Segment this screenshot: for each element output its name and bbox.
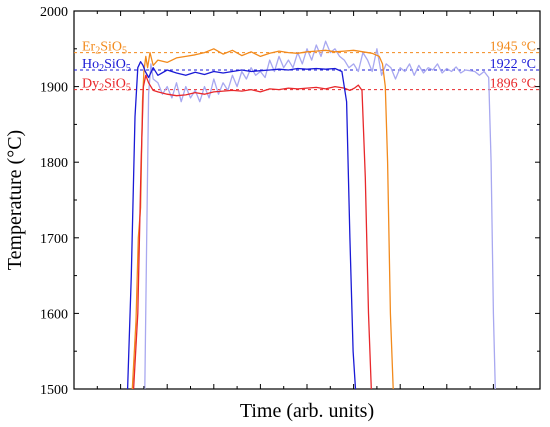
compound-label-2: Dy2SiO5 xyxy=(82,77,131,94)
y-tick-label-5: 2000 xyxy=(40,5,68,20)
series-line-2 xyxy=(132,74,372,390)
y-tick-label-1: 1600 xyxy=(40,307,68,322)
y-tick-label-0: 1500 xyxy=(40,383,68,398)
temperature-value-0: 1945 °C xyxy=(490,40,536,55)
y-axis-label: Temperature (°C) xyxy=(4,130,26,270)
compound-label-1: Ho2SiO5 xyxy=(82,57,131,74)
series-line-1 xyxy=(126,61,357,390)
y-tick-label-3: 1800 xyxy=(40,156,68,171)
compound-label-0: Er2SiO5 xyxy=(82,40,127,57)
y-tick-label-2: 1700 xyxy=(40,232,68,247)
series-line-0 xyxy=(131,48,394,390)
x-axis-label: Time (arb. units) xyxy=(240,400,374,422)
temperature-value-1: 1922 °C xyxy=(490,57,536,72)
y-tick-label-4: 1900 xyxy=(40,81,68,96)
temperature-value-2: 1896 °C xyxy=(490,77,536,92)
